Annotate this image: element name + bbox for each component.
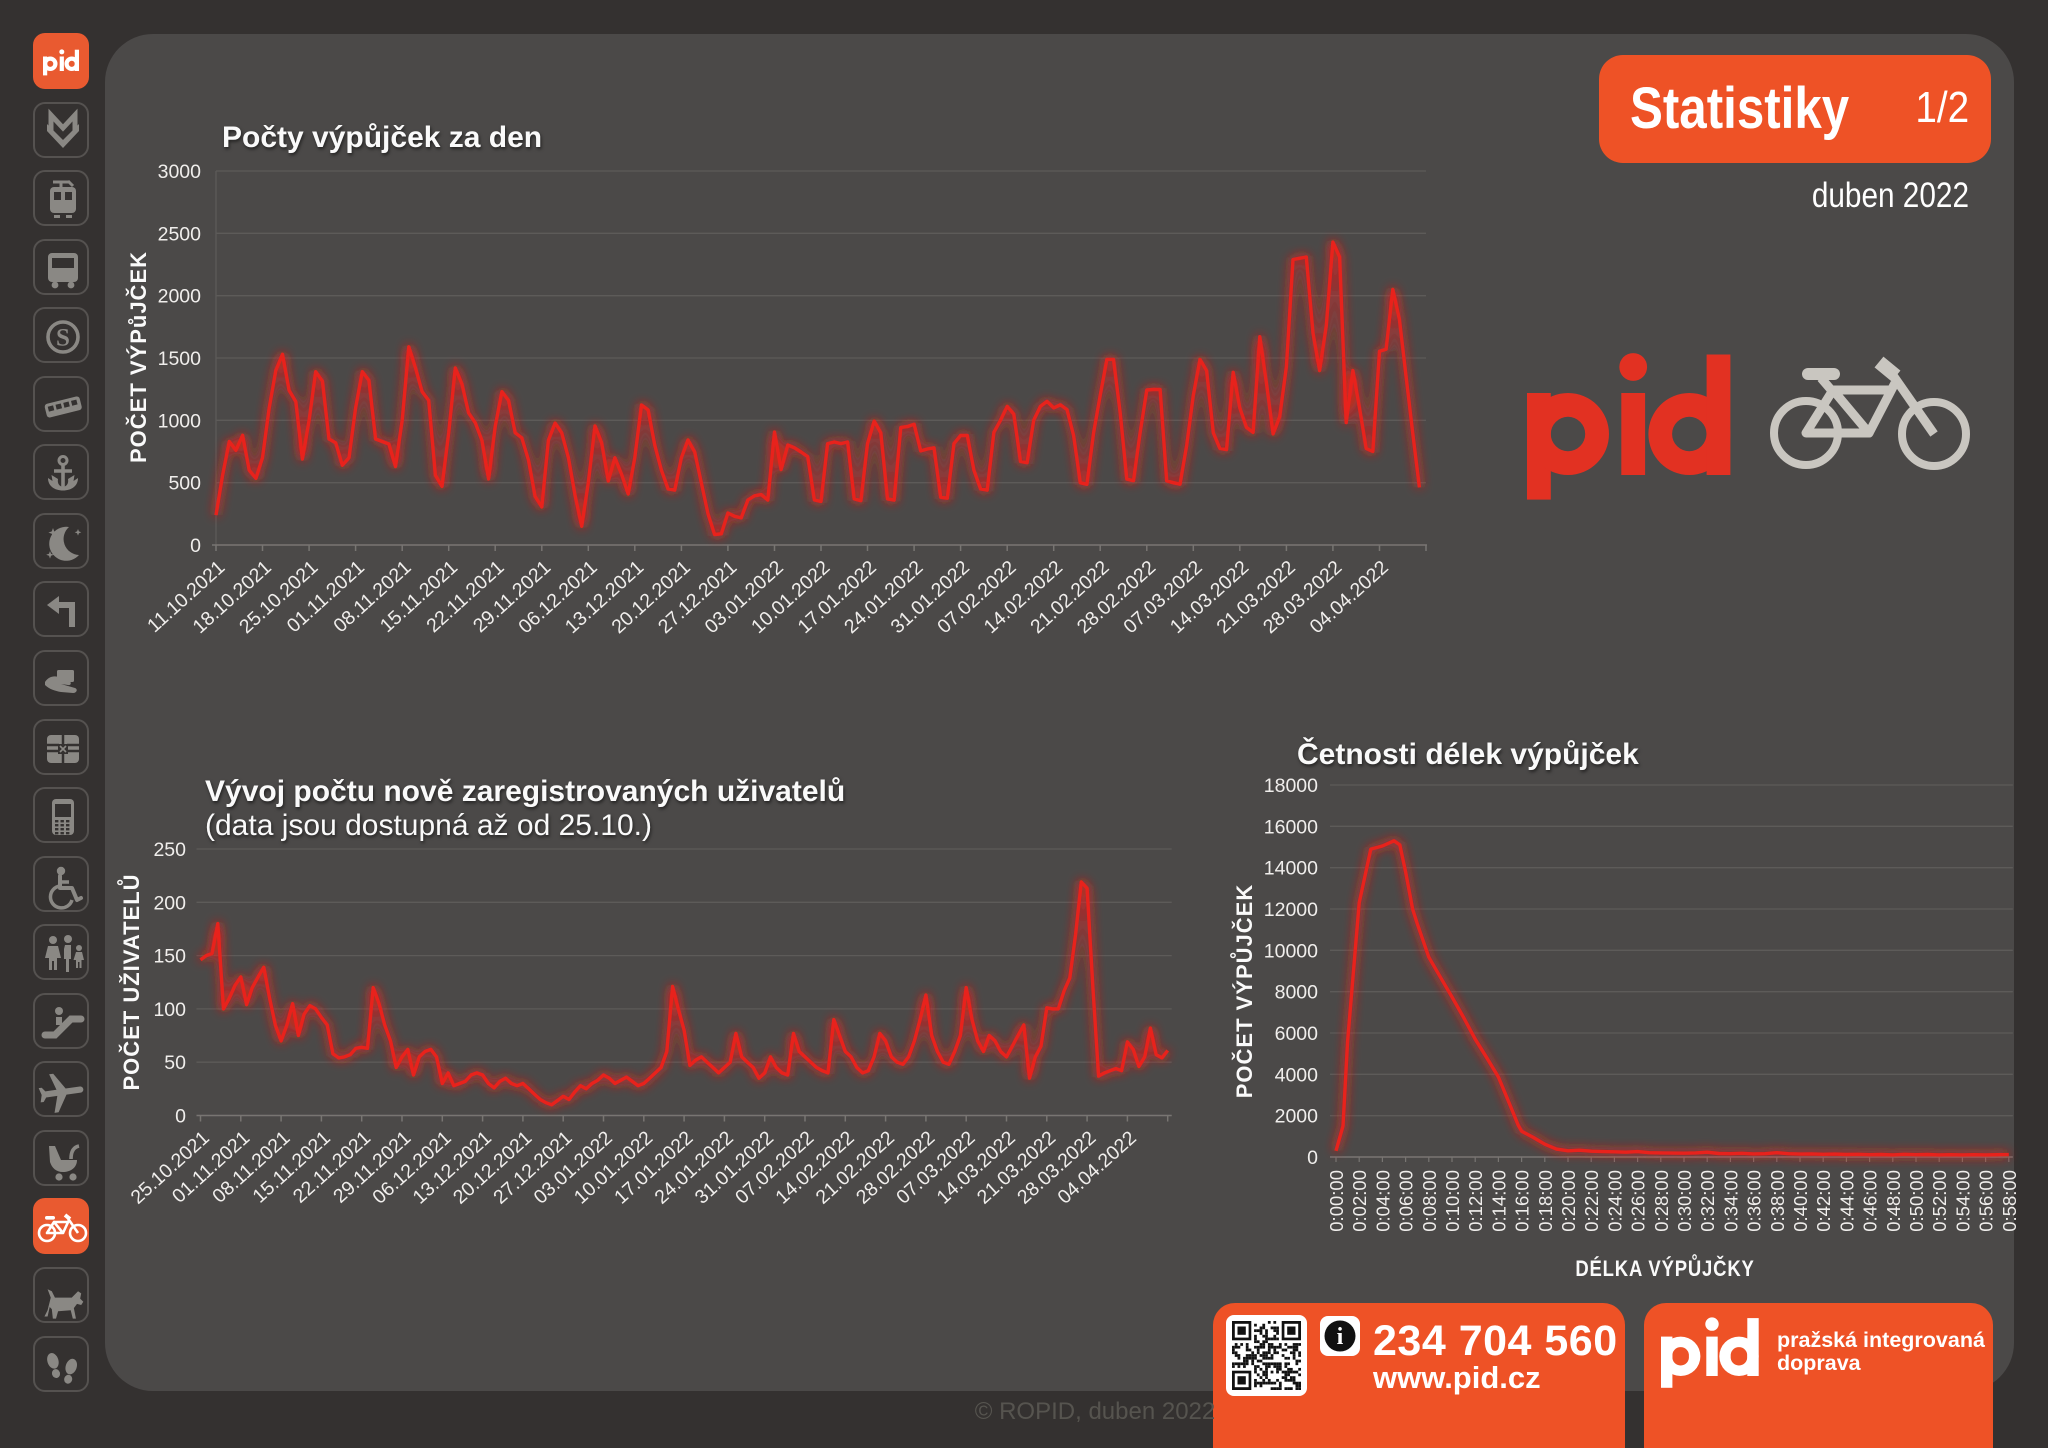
svg-text:100: 100 [153,999,186,1021]
svg-text:200: 200 [153,892,186,914]
svg-text:0:34:00: 0:34:00 [1720,1170,1741,1232]
svg-text:12000: 12000 [1264,899,1318,921]
svg-text:DÉLKA VÝPŮJČKY: DÉLKA VÝPŮJČKY [1575,1253,1754,1281]
svg-text:8000: 8000 [1275,982,1319,1004]
svg-text:0:38:00: 0:38:00 [1767,1170,1788,1232]
svg-text:0:26:00: 0:26:00 [1628,1170,1649,1232]
svg-text:16000: 16000 [1264,816,1318,838]
svg-text:S: S [56,325,70,352]
svg-text:0:40:00: 0:40:00 [1790,1170,1811,1232]
svg-text:1000: 1000 [158,410,202,432]
svg-text:0:10:00: 0:10:00 [1442,1170,1463,1232]
svg-text:150: 150 [153,946,186,968]
svg-text:50: 50 [164,1052,186,1074]
svg-text:0:14:00: 0:14:00 [1488,1170,1509,1232]
svg-text:0:24:00: 0:24:00 [1604,1170,1625,1232]
svg-text:0:18:00: 0:18:00 [1535,1170,1556,1232]
svg-text:0:58:00: 0:58:00 [1999,1170,2020,1232]
svg-text:0:48:00: 0:48:00 [1883,1170,1904,1232]
svg-text:2000: 2000 [1275,1106,1319,1128]
svg-text:2500: 2500 [158,223,202,245]
svg-text:POČET UŽIVATELŮ: POČET UŽIVATELŮ [116,873,144,1090]
svg-text:i: i [1337,1324,1344,1350]
svg-text:0:00:00: 0:00:00 [1326,1170,1347,1232]
svg-text:0:52:00: 0:52:00 [1929,1170,1950,1232]
svg-text:14000: 14000 [1264,858,1318,880]
svg-text:0:54:00: 0:54:00 [1952,1170,1973,1232]
svg-text:0: 0 [1307,1147,1318,1169]
svg-text:0:30:00: 0:30:00 [1674,1170,1695,1232]
svg-text:0:22:00: 0:22:00 [1581,1170,1602,1232]
svg-text:0:12:00: 0:12:00 [1465,1170,1486,1232]
svg-text:0:56:00: 0:56:00 [1976,1170,1997,1232]
svg-text:10000: 10000 [1264,940,1318,962]
svg-text:POČET VÝPŮJČEK: POČET VÝPŮJČEK [1229,884,1257,1099]
svg-text:0: 0 [190,535,201,557]
svg-text:0:04:00: 0:04:00 [1372,1170,1393,1232]
svg-text:0:36:00: 0:36:00 [1744,1170,1765,1232]
svg-text:0:46:00: 0:46:00 [1860,1170,1881,1232]
svg-text:0:20:00: 0:20:00 [1558,1170,1579,1232]
svg-text:0:02:00: 0:02:00 [1349,1170,1370,1232]
svg-text:18000: 18000 [1264,775,1318,797]
svg-text:0:50:00: 0:50:00 [1906,1170,1927,1232]
svg-text:250: 250 [153,839,186,861]
svg-text:0:06:00: 0:06:00 [1396,1170,1417,1232]
svg-text:POČET VÝPůJČEK: POČET VÝPůJČEK [126,251,151,463]
svg-text:0:28:00: 0:28:00 [1651,1170,1672,1232]
svg-text:0: 0 [175,1106,186,1128]
svg-text:0:42:00: 0:42:00 [1813,1170,1834,1232]
svg-text:6000: 6000 [1275,1023,1319,1045]
svg-text:0:32:00: 0:32:00 [1697,1170,1718,1232]
svg-text:0:16:00: 0:16:00 [1512,1170,1533,1232]
svg-text:0:08:00: 0:08:00 [1419,1170,1440,1232]
svg-text:2000: 2000 [158,286,202,308]
svg-text:4000: 4000 [1275,1064,1319,1086]
svg-text:3000: 3000 [158,161,202,183]
svg-text:500: 500 [168,473,201,495]
svg-text:0:44:00: 0:44:00 [1836,1170,1857,1232]
svg-text:1500: 1500 [158,348,202,370]
